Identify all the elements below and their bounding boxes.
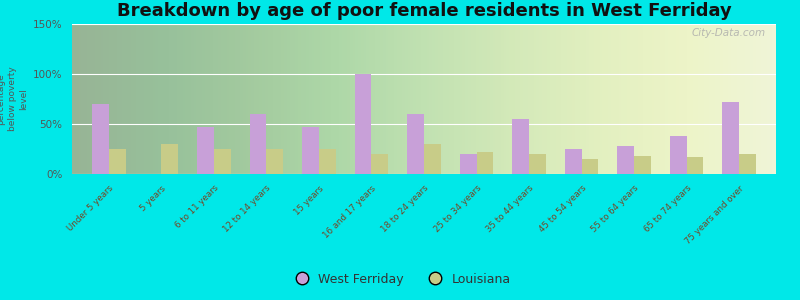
Bar — [565, 149, 582, 174]
Bar — [371, 154, 388, 174]
Bar — [634, 156, 651, 174]
Bar — [407, 114, 424, 174]
Bar — [354, 74, 371, 174]
Text: City-Data.com: City-Data.com — [691, 28, 766, 38]
Bar — [477, 152, 494, 174]
Bar — [250, 114, 266, 174]
Bar — [214, 149, 230, 174]
Bar — [722, 102, 739, 174]
Bar — [460, 154, 477, 174]
Bar — [512, 119, 529, 174]
Bar — [670, 136, 686, 174]
Bar — [618, 146, 634, 174]
Bar — [109, 149, 126, 174]
Bar — [424, 144, 441, 174]
Bar — [686, 157, 703, 174]
Legend: West Ferriday, Louisiana: West Ferriday, Louisiana — [285, 268, 515, 291]
Bar — [92, 104, 109, 174]
Bar — [266, 149, 283, 174]
Bar — [302, 127, 319, 174]
Y-axis label: percentage
below poverty
level: percentage below poverty level — [0, 67, 29, 131]
Bar — [529, 154, 546, 174]
Bar — [582, 159, 598, 174]
Title: Breakdown by age of poor female residents in West Ferriday: Breakdown by age of poor female resident… — [117, 2, 731, 20]
Bar — [197, 127, 214, 174]
Bar — [162, 144, 178, 174]
Bar — [319, 149, 336, 174]
Bar — [739, 154, 756, 174]
